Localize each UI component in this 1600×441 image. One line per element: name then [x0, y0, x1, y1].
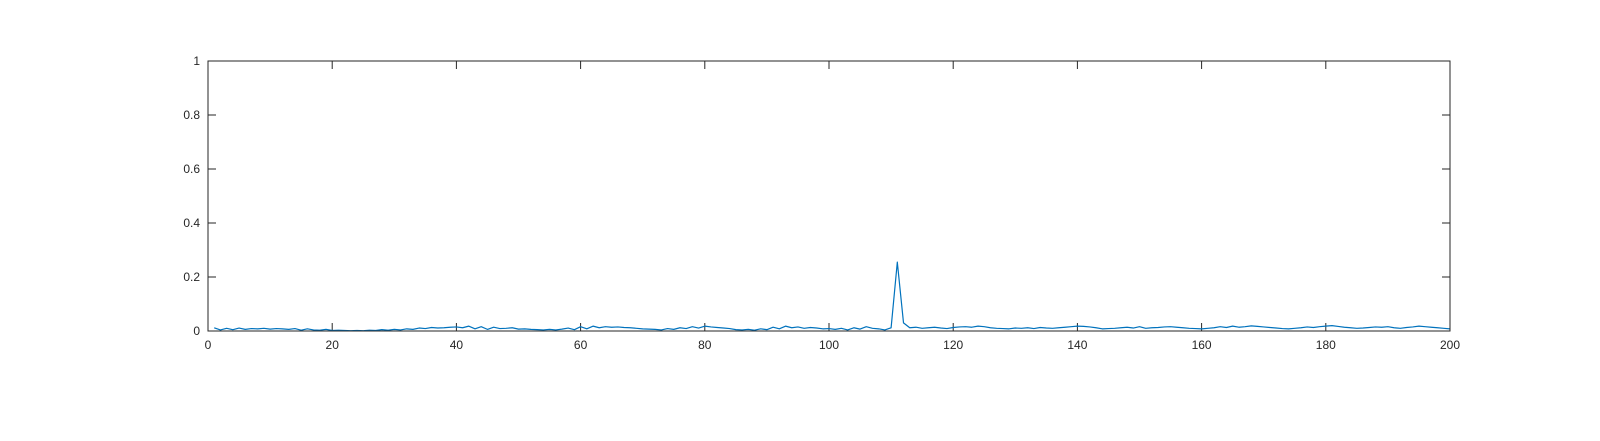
- x-tick-label: 140: [1067, 338, 1087, 352]
- series-line: [214, 261, 1451, 332]
- y-axis-ticks: 0 0.2 0.4 0.6 0.8 1: [183, 54, 1450, 338]
- x-tick-label: 100: [819, 338, 839, 352]
- x-tick-label: 0: [205, 338, 212, 352]
- x-tick-label: 20: [326, 338, 340, 352]
- y-tick-label: 1: [193, 54, 200, 68]
- y-tick-label: 0.8: [183, 108, 200, 122]
- y-tick-label: 0: [193, 324, 200, 338]
- y-tick-label: 0.6: [183, 162, 200, 176]
- x-axis-ticks: 0 20 40 60 80 100 120 140 160 180 200: [205, 61, 1460, 352]
- y-tick-label: 0.4: [183, 216, 200, 230]
- x-tick-label: 160: [1192, 338, 1212, 352]
- x-tick-label: 40: [450, 338, 464, 352]
- y-tick-label: 0.2: [183, 270, 200, 284]
- x-tick-label: 180: [1316, 338, 1336, 352]
- x-tick-label: 120: [943, 338, 963, 352]
- axes-frame: [207, 60, 1451, 332]
- x-tick-label: 80: [698, 338, 712, 352]
- x-tick-label: 60: [574, 338, 588, 352]
- x-tick-label: 200: [1440, 338, 1460, 352]
